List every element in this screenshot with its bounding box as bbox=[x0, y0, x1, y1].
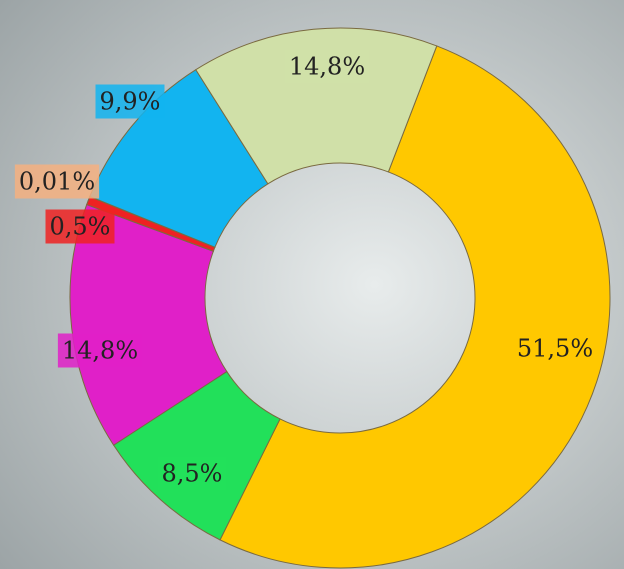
data-label: 8,5% bbox=[162, 460, 223, 488]
label-background bbox=[284, 49, 370, 84]
data-label: 14,8% bbox=[289, 53, 365, 81]
donut-slice bbox=[219, 45, 611, 569]
data-label: 9,9% bbox=[100, 88, 161, 116]
label-background bbox=[14, 164, 100, 199]
data-label: 14,8% bbox=[62, 337, 138, 365]
label-background bbox=[157, 456, 227, 491]
label-background bbox=[57, 333, 143, 368]
data-label: 51,5% bbox=[517, 335, 593, 363]
label-background bbox=[45, 209, 115, 244]
data-label: 0,5% bbox=[50, 213, 111, 241]
data-label: 0,01% bbox=[19, 168, 95, 196]
label-background bbox=[512, 331, 598, 366]
label-background bbox=[95, 84, 165, 119]
donut-slice bbox=[195, 27, 438, 185]
